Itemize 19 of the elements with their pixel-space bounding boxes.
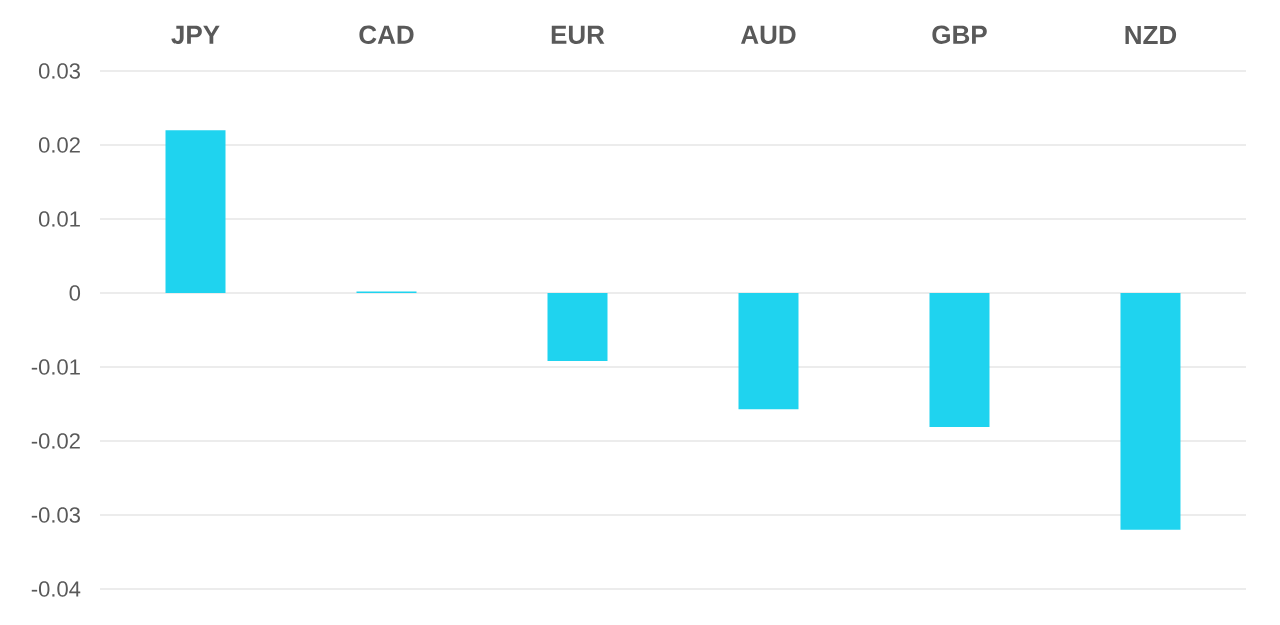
x-tick-label: NZD xyxy=(1125,26,1177,44)
x-tick-label: AUD xyxy=(740,25,796,44)
bar xyxy=(547,292,608,362)
y-tick-label: -0.03 xyxy=(31,507,80,523)
bar xyxy=(165,130,226,293)
bar xyxy=(1120,292,1181,530)
y-tick-label: -0.01 xyxy=(31,359,80,375)
x-tick-label: GBP xyxy=(932,25,987,44)
x-tick-label: CAD xyxy=(359,25,414,44)
bar xyxy=(738,292,799,410)
y-tick-label: -0.02 xyxy=(31,433,80,449)
y-tick-label: 0.01 xyxy=(38,211,80,227)
y-tick-label: 0 xyxy=(69,285,81,301)
y-tick-label: 0.03 xyxy=(38,63,80,79)
x-tick-label: EUR xyxy=(551,25,605,44)
y-tick-label: -0.04 xyxy=(31,581,81,597)
x-tick-label: JPY xyxy=(171,25,220,44)
bar xyxy=(929,292,990,427)
y-tick-label: 0.02 xyxy=(38,137,80,153)
